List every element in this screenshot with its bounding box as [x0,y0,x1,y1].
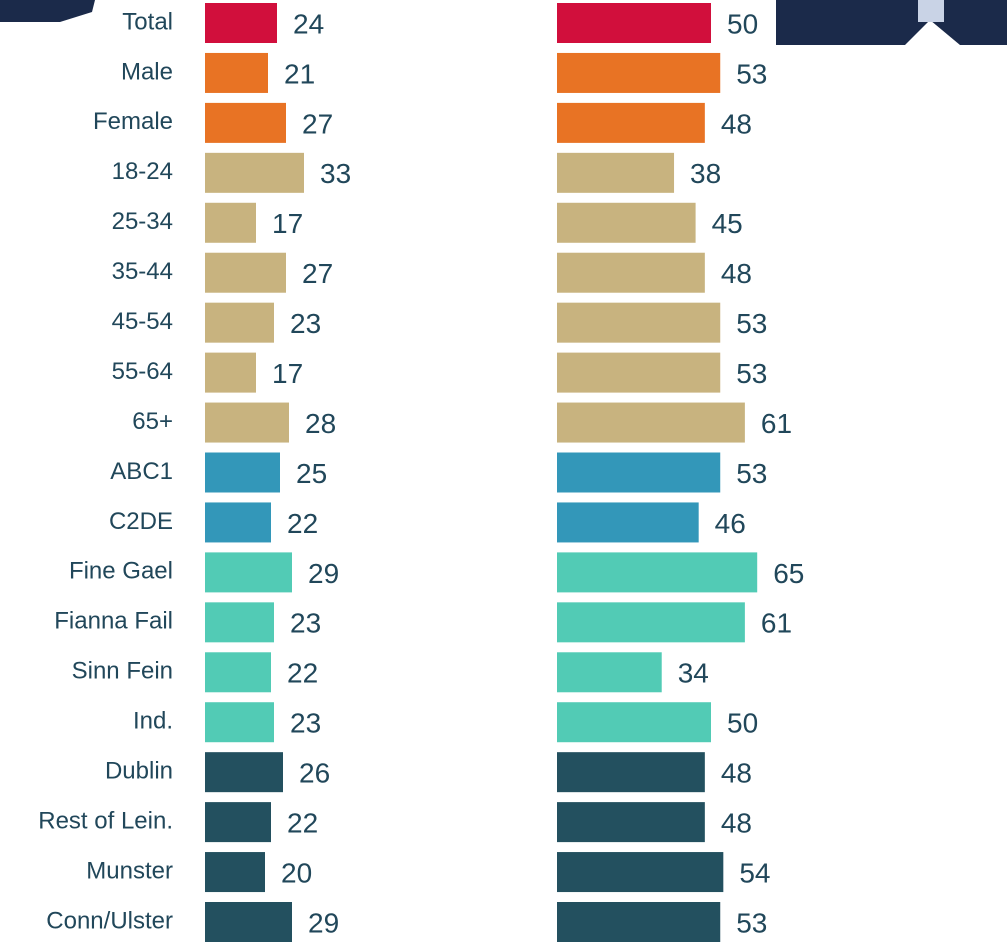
value-label: 29 [308,558,339,589]
value-label: 34 [678,658,709,689]
bar [205,502,271,543]
value-label: 48 [721,258,752,289]
bar [205,402,289,443]
bar [205,102,286,143]
bar [557,302,721,343]
bar [205,352,256,393]
category-label: Dublin [105,758,173,785]
bar [205,552,292,593]
bar [205,902,292,942]
bar [557,702,711,743]
bar [557,802,705,843]
category-label: 65+ [132,408,173,435]
category-label: Munster [86,857,173,884]
value-label: 22 [287,808,318,839]
bar [557,652,662,693]
value-label: 61 [761,408,792,439]
bar [205,752,283,793]
category-label: Fianna Fail [54,608,173,635]
bar [557,852,724,893]
category-label: Rest of Lein. [38,807,173,834]
bar [205,252,286,293]
category-label: 55-64 [112,358,173,385]
category-label: Female [93,108,173,135]
value-label: 23 [290,608,321,639]
value-label: 53 [736,907,767,938]
value-label: 38 [690,158,721,189]
bar [557,902,721,942]
value-label: 50 [727,8,758,39]
bar [205,802,271,843]
value-label: 21 [284,58,315,89]
value-label: 29 [308,907,339,938]
value-label: 25 [296,458,327,489]
bar [557,502,699,543]
value-label: 23 [290,308,321,339]
bar [557,452,721,493]
bar [205,652,271,693]
value-label: 61 [761,608,792,639]
bar [205,52,268,93]
value-label: 22 [287,658,318,689]
value-label: 24 [293,8,324,39]
value-label: 53 [736,58,767,89]
category-label: Conn/Ulster [46,907,173,934]
value-label: 27 [302,108,333,139]
value-label: 54 [739,857,770,888]
category-label: Male [121,58,173,85]
value-label: 53 [736,308,767,339]
bar [205,452,280,493]
bar [205,302,274,343]
category-label: Ind. [133,708,173,735]
value-label: 20 [281,857,312,888]
bar [557,3,711,43]
bar [557,752,705,793]
value-label: 33 [320,158,351,189]
value-label: 22 [287,508,318,539]
category-label: Total [122,8,173,35]
bar [557,202,696,243]
category-label: Fine Gael [69,558,173,585]
bar [557,252,705,293]
category-label: 35-44 [112,258,173,285]
value-label: 53 [736,458,767,489]
value-label: 17 [272,208,303,239]
bar [557,102,705,143]
decor-photo-left [0,0,95,22]
value-label: 48 [721,758,752,789]
value-label: 65 [773,558,804,589]
bar [557,402,745,443]
value-label: 26 [299,758,330,789]
value-label: 46 [715,508,746,539]
bar [205,852,265,893]
category-label: 18-24 [112,158,173,185]
value-label: 17 [272,358,303,389]
value-label: 48 [721,108,752,139]
category-label: 45-54 [112,308,173,335]
value-label: 50 [727,708,758,739]
bar [557,352,721,393]
bar [557,602,745,643]
category-label: 25-34 [112,208,173,235]
bar [205,202,256,243]
decor-photo-right [776,0,1007,45]
bar [557,52,721,93]
value-label: 28 [305,408,336,439]
bar [557,152,675,193]
bar [205,702,274,743]
value-label: 48 [721,808,752,839]
bar [557,552,758,593]
bar [205,152,304,193]
category-label: Sinn Fein [72,658,173,685]
value-label: 23 [290,708,321,739]
value-label: 27 [302,258,333,289]
category-label: ABC1 [110,458,173,485]
decor-photo-detail [918,0,944,22]
bar [205,3,277,43]
value-label: 45 [712,208,743,239]
value-label: 53 [736,358,767,389]
category-label: C2DE [109,508,173,535]
bar [205,602,274,643]
